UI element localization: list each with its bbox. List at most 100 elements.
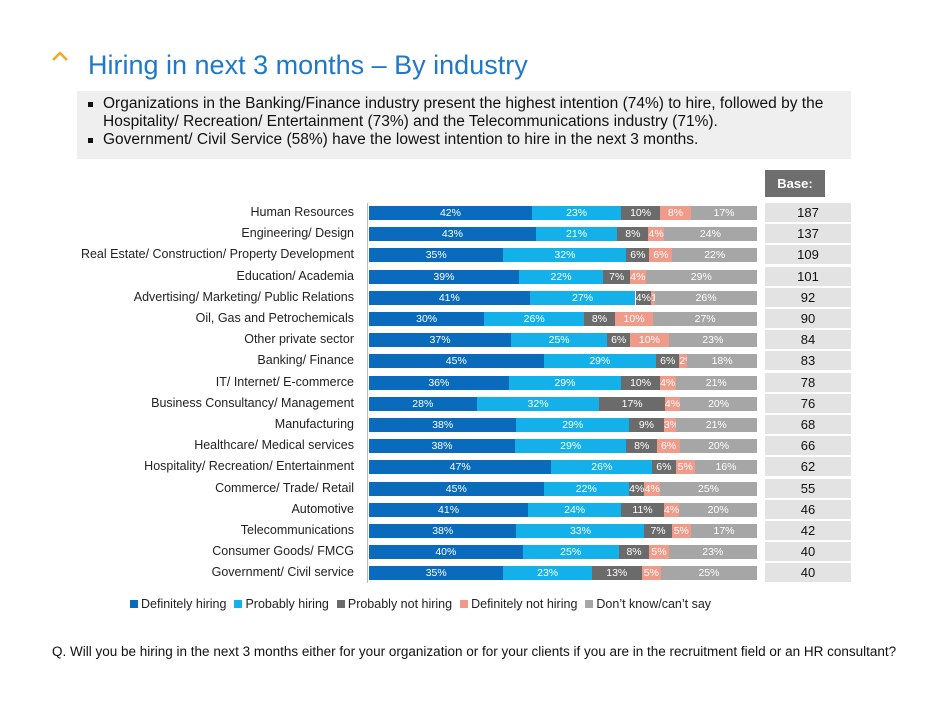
bar-segment: 8%	[618, 545, 650, 560]
bar-segment: 23%	[668, 333, 757, 348]
category-label: Other private sector	[244, 332, 354, 347]
summary-box: Organizations in the Banking/Finance ind…	[77, 91, 851, 159]
bar-segment: 21%	[535, 227, 618, 242]
base-value: 109	[765, 245, 851, 265]
base-value: 68	[765, 415, 851, 434]
base-value: 42	[765, 521, 851, 540]
bar-segment: 9%	[628, 418, 664, 432]
bar-segment: 28%	[369, 396, 477, 411]
bar-segment: 20%	[679, 502, 757, 517]
bar-segment: 7%	[644, 524, 672, 538]
legend-swatch	[234, 600, 243, 608]
legend-label: Probably not hiring	[347, 597, 453, 611]
bar-segment: 17%	[691, 524, 757, 538]
bar-segment: 4%	[660, 375, 676, 390]
category-label: Consumer Goods/ FMCG	[212, 544, 354, 559]
bar-segment: 16%	[694, 460, 757, 475]
bar-segment: 22%	[543, 481, 629, 496]
bullet: Government/ Civil Service (58%) have the…	[88, 131, 851, 149]
bar-segment: 41%	[369, 290, 530, 305]
bar-segment: 4%	[644, 481, 660, 496]
bar-segment: 8%	[660, 206, 692, 220]
bar-segment: 4%	[630, 269, 646, 284]
bar-segment: 30%	[369, 312, 485, 326]
bar-segment: 5%	[649, 545, 669, 560]
base-value: 78	[765, 372, 851, 392]
base-value: 62	[765, 457, 851, 477]
legend-item: Don’t know/can’t say	[585, 597, 711, 611]
bar-segment: 10%	[621, 375, 660, 390]
bar-segment: 23%	[531, 206, 622, 220]
base-value: 46	[765, 499, 851, 519]
bar-segment: 36%	[369, 375, 509, 390]
base-value: 40	[765, 563, 851, 583]
bar-segment: 45%	[369, 481, 544, 496]
category-label: Telecommunications	[240, 523, 354, 537]
legend-swatch	[460, 600, 469, 608]
bar-segment: 8%	[626, 439, 658, 454]
bar-segment: 24%	[663, 227, 757, 242]
category-label: Oil, Gas and Petrochemicals	[195, 311, 354, 325]
base-value: 40	[765, 542, 851, 562]
base-header: Base:	[765, 170, 825, 197]
category-label: Healthcare/ Medical services	[194, 438, 354, 453]
base-value: 187	[765, 203, 851, 222]
bar-segment: 29%	[514, 439, 627, 454]
category-label: Human Resources	[250, 205, 354, 219]
bar-segment: 25%	[511, 333, 608, 348]
bar-segment: 4%	[628, 481, 645, 496]
bar-segment: 6%	[652, 460, 676, 475]
bar-segment: 6%	[656, 354, 680, 369]
bar-segment: 42%	[369, 206, 532, 220]
bar-segment: 29%	[645, 269, 757, 284]
bar-segment: 5%	[675, 460, 695, 475]
category-label: Banking/ Finance	[257, 353, 354, 368]
legend-item: Probably not hiring	[336, 597, 453, 611]
bar-segment: 24%	[528, 502, 622, 517]
bar-segment: 27%	[529, 290, 636, 305]
base-value: 90	[765, 309, 851, 328]
bar-segment: 4%	[664, 396, 681, 411]
bar-segment: 20%	[680, 396, 757, 411]
bar-segment: 22%	[518, 269, 604, 284]
legend: Definitely hiring Probably hiring Probably…	[130, 597, 711, 611]
category-label: Education/ Academia	[236, 268, 354, 283]
bar-segment: 29%	[516, 418, 629, 432]
category-label: Engineering/ Design	[241, 226, 354, 241]
bar-segment: 26%	[655, 290, 757, 305]
bar-segment: 13%	[591, 566, 642, 581]
bar-segment: 20%	[680, 439, 757, 454]
bar-segment: 40%	[369, 545, 523, 560]
bar-segment: 8%	[617, 227, 649, 242]
base-value: 137	[765, 224, 851, 244]
category-label: Hospitality/ Recreation/ Entertainment	[144, 459, 354, 474]
bar-segment: 33%	[516, 524, 645, 538]
bar-segment: 6%	[657, 439, 681, 454]
bar-segment: 45%	[369, 354, 544, 369]
bar-segment: 10%	[621, 206, 660, 220]
bar-segment: 6%	[626, 248, 650, 263]
base-value: 55	[765, 478, 851, 498]
category-label: Advertising/ Marketing/ Public Relations	[133, 289, 354, 304]
bullet: Organizations in the Banking/Finance ind…	[88, 95, 851, 131]
bar-segment: 21%	[675, 375, 757, 390]
category-label: Government/ Civil service	[211, 565, 354, 580]
bar-segment: 17%	[599, 396, 665, 411]
bar-segment: 47%	[369, 460, 552, 475]
caret-up-icon	[52, 51, 68, 61]
bar-segment: 10%	[614, 312, 654, 326]
base-value: 101	[765, 266, 851, 286]
bar-segment: 32%	[503, 248, 627, 263]
question-text: Q. Will you be hiring in the next 3 mont…	[52, 644, 897, 659]
bar-segment: 32%	[476, 396, 600, 411]
bar-segment: 8%	[584, 312, 615, 326]
bar-segment: 26%	[484, 312, 585, 326]
bar-segment: 27%	[653, 312, 757, 326]
category-label: Business Consultancy/ Management	[151, 395, 354, 410]
legend-item: Probably hiring	[234, 597, 329, 611]
y-axis	[367, 203, 368, 583]
bar-segment: 38%	[369, 439, 515, 454]
bar-segment: 39%	[369, 269, 519, 284]
bar-segment: 23%	[503, 566, 592, 581]
bar-segment: 10%	[630, 333, 669, 348]
